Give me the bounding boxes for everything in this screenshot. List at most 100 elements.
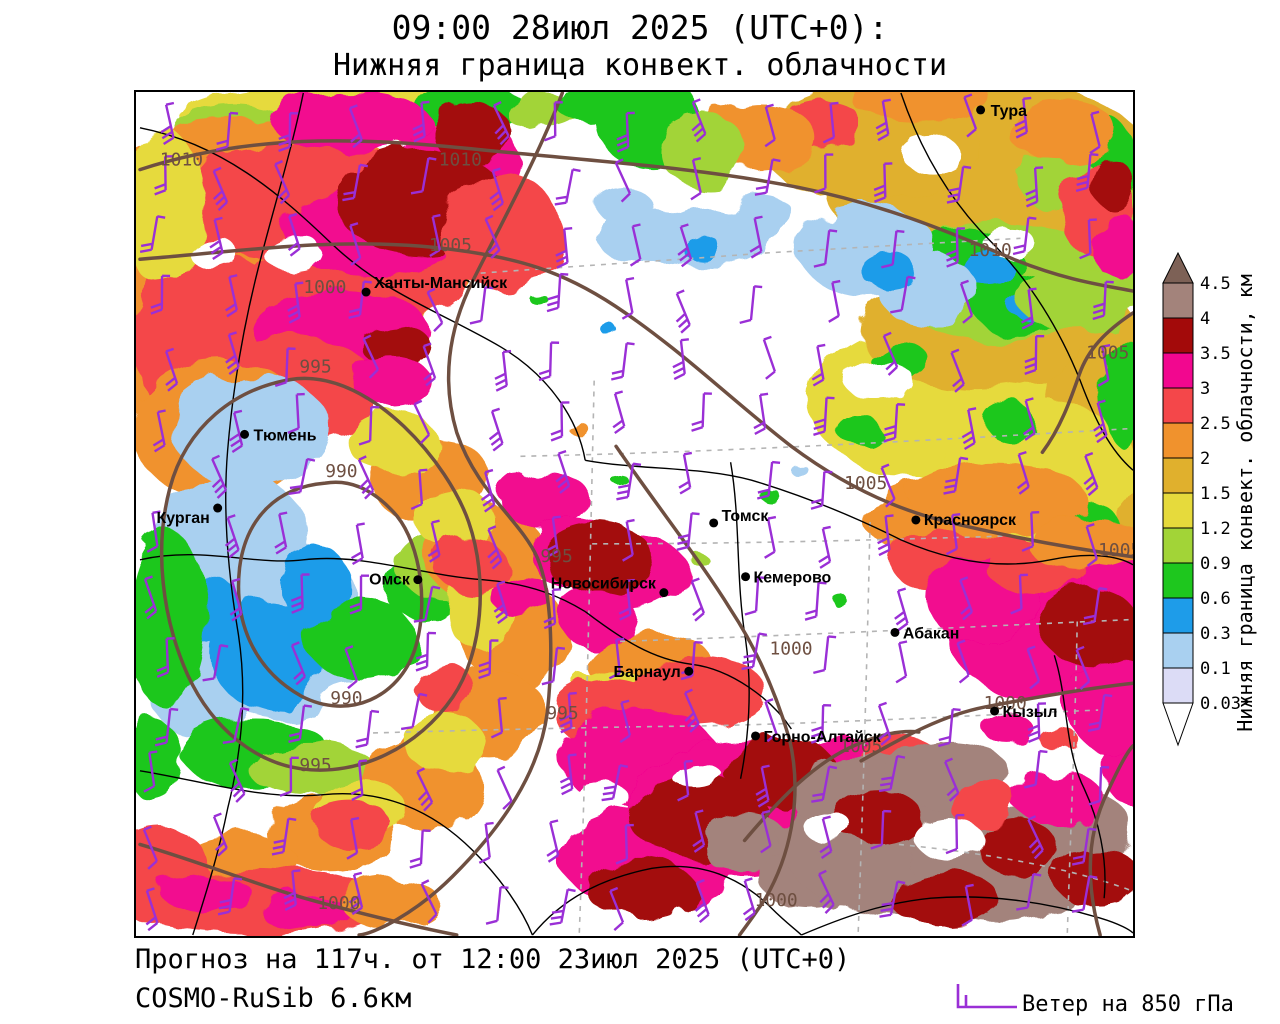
- legend-tick-label: 4.5: [1200, 274, 1231, 294]
- wind-barb: [810, 470, 833, 510]
- cloud-base-field: [136, 92, 1133, 936]
- isobar-label: 1005: [429, 235, 472, 256]
- wind-barb: [879, 880, 906, 918]
- wind-barb: [963, 93, 978, 138]
- legend-axis-label-svg: Нижняя граница конвект. облачности, км: [1233, 274, 1257, 732]
- wind-barb: [882, 331, 899, 376]
- wind-barb: [694, 878, 710, 924]
- wind-barb: [409, 829, 431, 869]
- isobar-label: 995: [299, 755, 331, 776]
- wind-barb: [349, 574, 369, 615]
- wind-barb: [739, 285, 763, 325]
- wind-barb: [608, 637, 625, 680]
- wind-barb: [154, 155, 174, 196]
- wind-barb: [760, 809, 772, 854]
- wind-barb: [348, 280, 372, 320]
- wind-barb: [410, 156, 437, 195]
- legend-arrow-bottom: [1162, 702, 1194, 747]
- city-label: Тура: [991, 103, 1028, 120]
- wind-barb: [1012, 216, 1037, 256]
- wind-barb: [209, 216, 224, 261]
- wind-barb: [1071, 875, 1098, 913]
- wind-barb: [348, 871, 364, 916]
- wind-barb: [410, 468, 428, 511]
- wind-barb: [278, 112, 299, 152]
- legend-arrow-top: [1162, 251, 1194, 284]
- city-dot: [240, 429, 250, 439]
- wind-barb: [819, 815, 833, 859]
- wind-barb: [422, 342, 437, 387]
- city-dot: [413, 575, 423, 585]
- legend-band: [1162, 422, 1194, 459]
- city-label: Красноярск: [924, 512, 1016, 529]
- wind-barb: [555, 449, 571, 494]
- wind-barb: [1075, 645, 1091, 690]
- wind-barb: [420, 879, 438, 924]
- legend-tick-label: 1.5: [1200, 484, 1231, 504]
- city-dot: [741, 572, 751, 582]
- isobar-label: 995: [540, 546, 572, 567]
- city-dot: [751, 731, 760, 741]
- wind-barb: [675, 289, 691, 334]
- wind-barb: [429, 213, 441, 258]
- city-label: Горно-Алтайск: [763, 729, 880, 746]
- wind-barb: [283, 869, 301, 911]
- graticule-lines: [373, 237, 1133, 936]
- wind-barb: [1071, 827, 1097, 866]
- wind-barb: [822, 101, 839, 144]
- wind-barb: [489, 167, 504, 212]
- legend-band: [1162, 597, 1194, 634]
- wind-barb: [961, 883, 974, 927]
- wind-barb: [1025, 166, 1044, 208]
- wind-barb: [139, 215, 166, 253]
- wind-barb: [680, 640, 703, 681]
- wind-barb: [1075, 152, 1099, 192]
- wind-barb: [555, 226, 573, 269]
- wind-barb: [487, 525, 503, 570]
- wind-barb: [811, 343, 826, 387]
- wind-barb: [152, 409, 166, 453]
- wind-barb: [228, 409, 244, 454]
- wind-barb: [938, 708, 961, 748]
- city-label: Курган: [156, 510, 209, 527]
- wind-barb: [554, 168, 581, 206]
- wind-barb: [156, 637, 175, 678]
- wind-barb: [616, 111, 635, 153]
- wind-barb: [546, 819, 560, 863]
- wind-barb: [211, 454, 228, 499]
- city-dot: [684, 666, 694, 676]
- wind-barb: [342, 163, 369, 202]
- wind-barb: [413, 585, 441, 623]
- isobar-label: 995: [299, 357, 331, 378]
- wind-barb: [676, 512, 700, 551]
- wind-barb: [1016, 451, 1030, 495]
- isobar-label: 1005: [839, 736, 882, 757]
- wind-barb: [1089, 110, 1101, 155]
- wind-barb: [895, 640, 908, 684]
- wind-barb: [478, 639, 499, 680]
- wind-barb: [290, 641, 307, 686]
- wind-barb: [494, 349, 512, 392]
- wind-barb: [959, 279, 974, 324]
- wind-barb: [945, 512, 961, 556]
- wind-barb: [225, 274, 238, 318]
- legend-band: [1162, 352, 1194, 389]
- wind-barb: [677, 223, 693, 268]
- wind-barb: [287, 212, 301, 257]
- wind-barb: [1016, 872, 1042, 911]
- wind-barb: [945, 813, 965, 855]
- wind-barb: [961, 407, 977, 451]
- city-label: Кемерово: [754, 570, 832, 587]
- wind-barb: [677, 759, 693, 802]
- wind-barb: [690, 577, 706, 622]
- wind-barb: [755, 764, 770, 808]
- wind-barb: [488, 407, 504, 452]
- forecast-info-text: Прогноз на 117ч. от 12:00 23июл 2025 (UT…: [135, 944, 851, 975]
- legend-band: [1162, 282, 1194, 319]
- wind-barb: [142, 825, 158, 870]
- legend-band: [1162, 527, 1194, 564]
- wind-barb: [612, 390, 626, 435]
- wind-barb: [870, 809, 892, 850]
- wind-barb: [215, 111, 239, 151]
- wind-barb: [212, 166, 229, 211]
